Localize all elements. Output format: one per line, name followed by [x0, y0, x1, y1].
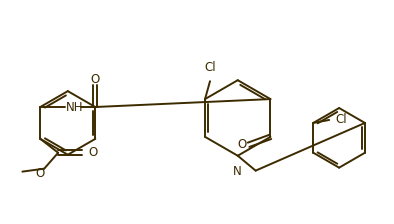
Text: O: O — [35, 167, 45, 180]
Text: O: O — [88, 146, 97, 159]
Text: Cl: Cl — [335, 113, 347, 127]
Text: N: N — [233, 165, 242, 178]
Text: O: O — [90, 73, 100, 86]
Text: O: O — [237, 138, 246, 151]
Text: NH: NH — [66, 101, 84, 114]
Text: Cl: Cl — [204, 61, 216, 74]
